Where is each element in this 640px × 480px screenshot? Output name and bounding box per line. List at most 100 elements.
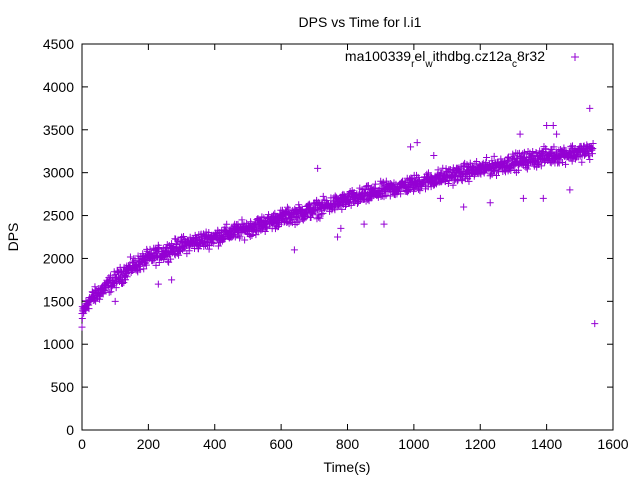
data-point xyxy=(473,158,481,166)
data-point xyxy=(334,233,342,241)
y-tick-label: 2000 xyxy=(43,250,74,266)
data-point xyxy=(549,121,557,129)
x-axis: 0 200 400 600 800 1000 1200 1400 1600 xyxy=(78,44,629,452)
data-point xyxy=(118,279,126,287)
data-point xyxy=(295,201,303,209)
data-point xyxy=(168,276,176,284)
x-tick-label: 0 xyxy=(78,436,86,452)
data-point xyxy=(483,153,491,161)
data-point xyxy=(282,214,290,222)
data-point xyxy=(316,214,324,222)
data-point xyxy=(121,276,129,284)
data-point xyxy=(221,223,229,231)
legend-marker xyxy=(571,53,579,61)
data-point xyxy=(200,242,208,250)
data-point xyxy=(493,171,501,179)
legend-plus-marker xyxy=(571,53,579,61)
data-point xyxy=(295,217,303,225)
data-point xyxy=(516,130,524,138)
data-point xyxy=(314,164,322,172)
data-point xyxy=(413,139,421,147)
data-point xyxy=(386,192,394,200)
data-point xyxy=(529,148,537,156)
x-tick-label: 1600 xyxy=(597,436,628,452)
data-point xyxy=(180,232,188,240)
legend: ma100339relwithdbg.cz12ac8r32 xyxy=(345,48,579,70)
y-tick-label: 1000 xyxy=(43,336,74,352)
data-point xyxy=(152,261,160,269)
data-point xyxy=(382,191,390,199)
x-tick-label: 600 xyxy=(269,436,293,452)
legend-label: ma100339relwithdbg.cz12ac8r32 xyxy=(345,48,545,70)
y-tick-label: 4500 xyxy=(43,36,74,52)
data-point xyxy=(210,239,218,247)
legend-subscript: c xyxy=(512,59,517,70)
data-point xyxy=(140,265,148,273)
y-tick-label: 1500 xyxy=(43,293,74,309)
data-point xyxy=(241,236,249,244)
data-point xyxy=(550,143,558,151)
data-point xyxy=(555,159,563,167)
data-point xyxy=(486,199,494,207)
x-tick-label: 1400 xyxy=(531,436,562,452)
data-point xyxy=(537,162,545,170)
data-point xyxy=(430,152,438,160)
legend-subscript: r xyxy=(411,59,415,70)
legend-text-part: ithdbg.cz12a xyxy=(433,48,513,64)
data-point xyxy=(105,288,113,296)
data-point xyxy=(338,205,346,213)
data-point xyxy=(285,205,293,213)
data-point xyxy=(111,297,119,305)
data-point xyxy=(154,280,162,288)
data-point xyxy=(543,121,551,129)
y-tick-label: 0 xyxy=(66,422,74,438)
data-point xyxy=(319,192,327,200)
data-point xyxy=(194,245,202,253)
data-point xyxy=(519,194,527,202)
data-point xyxy=(397,190,405,198)
x-tick-label: 200 xyxy=(137,436,161,452)
data-point xyxy=(562,160,570,168)
data-point xyxy=(416,187,424,195)
data-point xyxy=(318,210,326,218)
data-point xyxy=(312,206,320,214)
data-point xyxy=(236,232,244,240)
y-axis-label: DPS xyxy=(5,223,21,252)
data-point xyxy=(380,220,388,228)
data-point xyxy=(488,170,496,178)
data-point xyxy=(85,305,93,313)
data-point xyxy=(444,180,452,188)
data-point xyxy=(110,279,118,287)
data-point xyxy=(79,305,87,313)
data-point xyxy=(231,233,239,241)
data-point xyxy=(313,215,321,223)
data-point xyxy=(371,180,379,188)
data-point xyxy=(436,194,444,202)
data-point xyxy=(347,201,355,209)
data-point xyxy=(553,130,561,138)
x-tick-label: 800 xyxy=(336,436,360,452)
data-point xyxy=(107,272,115,280)
data-point xyxy=(285,220,293,228)
y-tick-label: 2500 xyxy=(43,208,74,224)
y-tick-label: 3500 xyxy=(43,122,74,138)
y-axis: 0 500 1000 1500 2000 2500 3000 3500 4000 4500 xyxy=(43,36,613,438)
data-point xyxy=(319,209,327,217)
data-point xyxy=(246,232,254,240)
legend-text-part: ma100339 xyxy=(345,48,411,64)
data-point xyxy=(167,255,175,263)
data-point xyxy=(360,220,368,228)
chart-title: DPS vs Time for l.i1 xyxy=(299,14,422,30)
legend-text-part: 8r32 xyxy=(517,48,545,64)
data-point xyxy=(567,142,575,150)
data-point xyxy=(591,320,599,328)
data-point xyxy=(126,253,134,261)
data-series xyxy=(78,104,599,331)
data-point xyxy=(315,213,323,221)
data-point xyxy=(482,158,490,166)
data-point xyxy=(123,273,131,281)
data-point xyxy=(566,186,574,194)
data-point xyxy=(223,220,231,228)
data-point xyxy=(407,143,415,151)
